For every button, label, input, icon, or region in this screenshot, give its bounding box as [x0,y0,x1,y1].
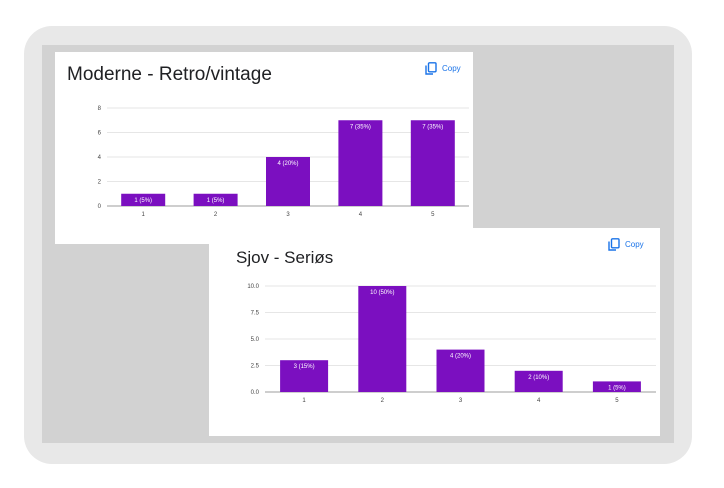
data-label: 1 (5%) [207,198,225,204]
bar[interactable] [338,120,383,206]
chart-title: Moderne - Retro/vintage [67,64,272,85]
x-tick-label: 3 [286,212,290,218]
x-tick-label: 5 [431,212,435,218]
data-label: 10 (50%) [370,290,394,296]
x-tick-label: 2 [214,212,218,218]
copy-label: Copy [442,64,461,73]
y-tick-label: 7.5 [251,311,260,317]
y-tick-label: 5.0 [251,337,260,343]
bar[interactable] [358,286,407,392]
y-tick-label: 8 [98,106,102,112]
x-tick-label: 4 [537,398,541,404]
data-label: 3 (15%) [294,364,315,370]
bar[interactable] [436,349,485,392]
bar[interactable] [121,193,166,206]
bar-chart: 0 2 4 6 8 1 (5%) 1 1 (5%) 2 4 (20%) 3 7 (35%) 4 7 (35… [98,106,469,218]
x-tick-label: 3 [459,398,463,404]
x-tick-label: 1 [302,398,306,404]
y-tick-label: 4 [98,155,102,161]
bar[interactable] [280,360,329,392]
data-label: 7 (35%) [422,124,443,130]
y-tick-label: 2 [98,180,102,186]
bar[interactable] [193,193,238,206]
y-tick-label: 2.5 [251,364,260,370]
copy-chart-button[interactable]: Copy [425,62,461,75]
chart-card-sjov-serios: Sjov - Seriøs Copy 0.0 2.5 5.0 7.5 10.0 3 (15… [209,228,660,436]
data-label: 1 (5%) [608,385,626,391]
data-label: 1 (5%) [134,198,152,204]
y-tick-label: 6 [98,131,102,137]
copy-icon [608,238,620,251]
x-tick-label: 5 [615,398,619,404]
y-tick-label: 10.0 [247,284,259,290]
y-tick-label: 0.0 [251,390,260,396]
data-label: 4 (20%) [277,161,298,167]
bar-chart: 0.0 2.5 5.0 7.5 10.0 3 (15%) 1 10 (50%) 2 4 (20%)… [247,284,656,404]
y-tick-label: 0 [98,204,102,210]
x-tick-label: 2 [381,398,385,404]
bar[interactable] [410,120,455,206]
x-tick-label: 4 [359,212,363,218]
data-label: 4 (20%) [450,354,471,360]
chart-title: Sjov - Seriøs [236,248,334,267]
data-label: 2 (10%) [528,375,549,381]
bar[interactable] [266,157,310,206]
bar[interactable] [592,381,641,392]
copy-icon [425,62,437,75]
data-label: 7 (35%) [350,124,371,130]
bar[interactable] [514,370,563,392]
chart-card-moderne-retro: Moderne - Retro/vintage Copy 0 2 4 6 8 1 (5%)… [55,52,473,244]
x-tick-label: 1 [142,212,146,218]
copy-chart-button[interactable]: Copy [608,238,644,251]
copy-label: Copy [625,240,644,249]
